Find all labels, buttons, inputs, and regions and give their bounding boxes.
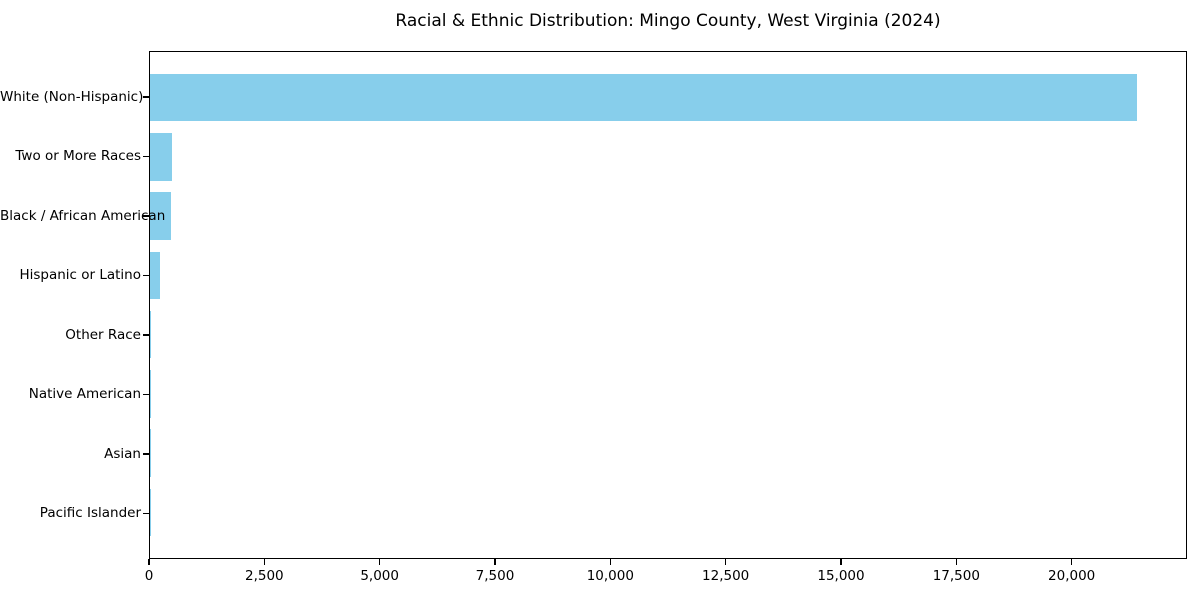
bar-black-african-american xyxy=(150,192,171,240)
ytick-mark xyxy=(143,512,149,514)
ytick-label-asian: Asian xyxy=(104,445,141,462)
xtick-label-12500: 12,500 xyxy=(702,568,750,584)
bar-row-two-or-more-races xyxy=(150,127,1186,186)
bar-two-or-more-races xyxy=(150,133,173,181)
bar-row-white-non-hispanic xyxy=(150,68,1186,127)
xtick-mark xyxy=(148,559,150,565)
xtick-mark xyxy=(955,559,958,565)
ytick-label-hispanic-or-latino: Hispanic or Latino xyxy=(19,267,141,284)
ytick-label-pacific-islander: Pacific Islander xyxy=(39,505,141,522)
xtick-mark xyxy=(494,559,496,565)
bar-hispanic-or-latino xyxy=(150,251,160,300)
ytick-label-native-american: Native American xyxy=(28,386,141,403)
plot-area xyxy=(149,51,1187,559)
xtick-label-15000: 15,000 xyxy=(817,568,865,584)
ytick-mark xyxy=(143,334,149,336)
xtick-mark xyxy=(263,559,266,565)
bar-other-race xyxy=(150,310,152,359)
bar-row-hispanic-or-latino xyxy=(150,246,1186,305)
xtick-label-2500: 2,500 xyxy=(245,568,284,584)
ytick-label-white-non-hispanic: White (Non-Hispanic) xyxy=(0,88,144,105)
ytick-label-two-or-more-races: Two or More Races xyxy=(15,148,141,165)
xtick-label-7500: 7,500 xyxy=(475,568,515,584)
bars-container xyxy=(150,52,1186,558)
bar-native-american xyxy=(150,370,151,418)
ytick-label-other-race: Other Race xyxy=(65,326,141,343)
xtick-label-17500: 17,500 xyxy=(932,568,980,584)
bar-row-pacific-islander xyxy=(150,483,1186,542)
ytick-label-black-african-american: Black / African American xyxy=(0,207,166,224)
ytick-mark xyxy=(143,393,149,395)
bar-white-non-hispanic xyxy=(150,73,1137,122)
ytick-mark xyxy=(143,215,149,217)
xtick-label-0: 0 xyxy=(144,568,154,584)
xtick-label-5000: 5,000 xyxy=(360,568,399,584)
xtick-mark xyxy=(724,559,727,565)
bar-row-asian xyxy=(150,424,1186,483)
xtick-mark xyxy=(1070,559,1073,565)
bar-row-native-american xyxy=(150,364,1186,423)
bar-row-black-african-american xyxy=(150,187,1186,246)
xtick-label-10000: 10,000 xyxy=(586,568,634,584)
ytick-mark xyxy=(143,96,149,98)
chart-title: Racial & Ethnic Distribution: Mingo Coun… xyxy=(395,11,941,31)
ytick-mark xyxy=(143,453,149,455)
ytick-mark xyxy=(143,274,149,276)
xtick-mark xyxy=(609,559,612,565)
xtick-mark xyxy=(378,559,381,565)
xtick-label-20000: 20,000 xyxy=(1048,568,1096,584)
xtick-mark xyxy=(840,559,842,565)
bar-row-other-race xyxy=(150,305,1186,364)
ytick-mark xyxy=(143,155,149,157)
